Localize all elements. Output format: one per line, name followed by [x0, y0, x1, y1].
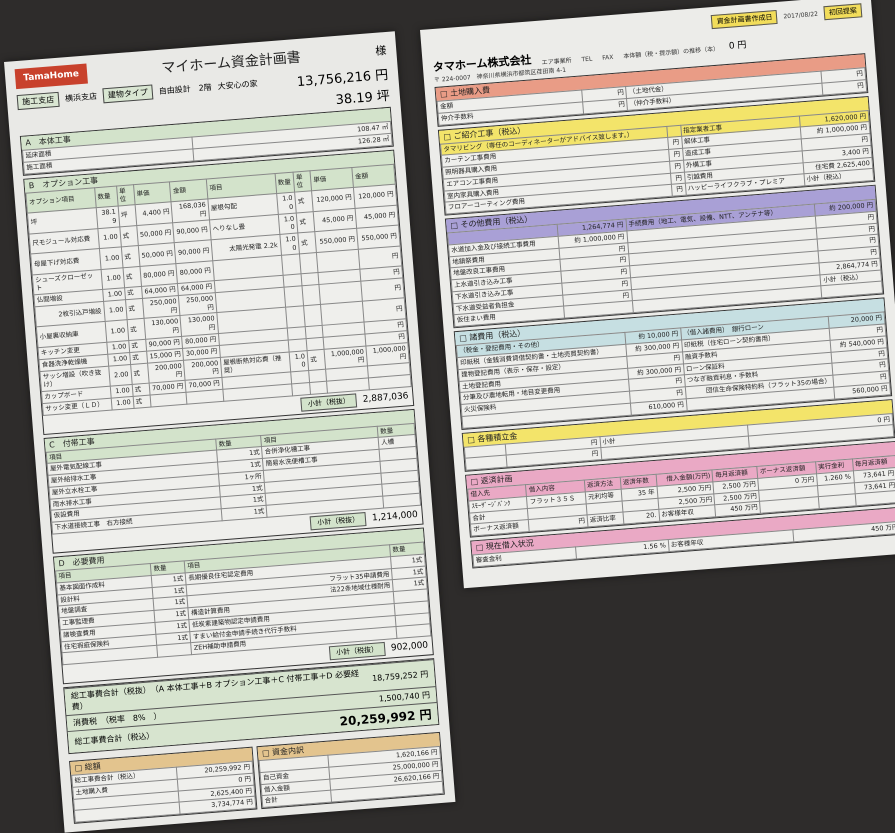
subtotal-value: 1,214,000 [371, 509, 419, 524]
table-cell: 168,036 円 [171, 198, 210, 223]
table-cell: 1.00 [97, 226, 122, 249]
table-cell [854, 490, 895, 506]
section: B オプション工事 オプション項目 数量 単位 単価 金額 項目 数量 単位 単価 金額坪 38.19… [23, 149, 415, 435]
funding-detail-sheet: 資金計画書作成日 2017/08/22 初回提案 タマホーム株式会社 エア事業所… [420, 0, 895, 589]
table-cell: 250,000 円 [178, 292, 217, 316]
table-cell: 式 [122, 266, 142, 288]
funding-breakdown-section: □ 資金内訳 1,620,166 円自己資金 25,000,000 円借入金額 26,… [256, 731, 445, 810]
table-cell: 式 [294, 190, 314, 213]
table-cell: 1.00 [100, 267, 125, 290]
total-amount-section: □ 総額 総工事費合計（税込） 20,259,992 円土地購入費 0 円 2,625,… [69, 746, 258, 825]
table-cell: 1.00 [276, 192, 297, 215]
table-cell: 130,000 円 [180, 313, 219, 337]
table-cell: 式 [296, 211, 315, 234]
tsubo-value: 38.19 坪 [335, 88, 391, 109]
fax-label: FAX [602, 53, 614, 62]
table-cell: 数量 [274, 171, 295, 194]
table-cell [818, 494, 856, 509]
table-cell: 円 [821, 79, 867, 95]
table-cell: 返済比率 [586, 512, 624, 528]
table-cell [281, 253, 302, 276]
table-cell: 1.00 [103, 299, 127, 322]
table-cell: 1.00 [277, 212, 298, 235]
table-cell [309, 381, 328, 395]
table-cell: 50,000 円 [138, 242, 177, 267]
table-cell: 1.00 [288, 350, 309, 373]
table-cell: 単位 [292, 170, 312, 193]
table-cell: 200,000 円 [183, 356, 222, 381]
table-cell: 円 [582, 98, 628, 114]
date-value: 2017/08/22 [783, 10, 819, 20]
subtotal-value: 902,000 [390, 640, 429, 654]
table-cell: 数量 [94, 185, 118, 208]
total-value: 18,759,252 円 [371, 669, 429, 683]
table-cell: 1.00 [104, 320, 129, 343]
table-cell: 90,000 円 [174, 239, 213, 264]
table-cell: 80,000 円 [176, 260, 215, 284]
table-cell: 90,000 円 [172, 219, 211, 243]
table-cell [283, 285, 304, 308]
table-cell: 式 [126, 318, 146, 341]
table-cell: 80,000 円 [139, 263, 178, 287]
subtotal-label: 小計（税抜） [300, 392, 358, 412]
table-cell: 38.19 [95, 206, 120, 229]
table-cell: 式 [125, 298, 144, 321]
type-label: 建物タイプ [102, 84, 154, 104]
table-cell [299, 252, 319, 275]
branch-label: 施工支店 [16, 91, 60, 111]
tamahome-logo: TamaHome [14, 63, 88, 90]
table-cell: 式 [119, 225, 139, 248]
table-cell: 単位 [116, 184, 135, 207]
table-cell: 1.00 [279, 233, 300, 256]
funding-plan-sheet: TamaHome マイホーム資金計画書 様 施工支店 横浜支店 建物タイプ 自由… [4, 31, 456, 833]
table-cell: 450 万円 [715, 501, 761, 517]
table-cell: 式 [306, 348, 326, 371]
subtotal-value: 2,887,036 [362, 390, 409, 405]
table-cell: 50,000 円 [136, 222, 175, 246]
table-cell [301, 284, 321, 307]
plan-name: 大安心の家 [217, 79, 258, 92]
subtotal-label: 小計（税抜） [309, 511, 367, 531]
tel-label: TEL [581, 55, 593, 64]
table-cell: 単価 [133, 181, 172, 205]
type-value: 自由設計 2階 [158, 82, 213, 96]
section: D 必要費用 項目 数量 項目 数量 基本図面作成料 1式 長期優良住宅認定費用 1式 設計料 1式… [52, 527, 434, 685]
table-cell: 20. [622, 509, 660, 525]
table-cell: 式 [121, 245, 140, 268]
total-value: 20,259,992 円 [339, 707, 433, 729]
table-cell: 円 [671, 183, 686, 197]
table-cell: 金額 [169, 178, 208, 202]
subtotal-label: 小計（税抜） [328, 642, 386, 661]
table-cell: 130,000 円 [143, 315, 182, 340]
table-cell: 4,400 円 [134, 201, 173, 226]
date-label: 資金計画書作成日 [711, 9, 779, 30]
table-cell: 式 [297, 231, 317, 254]
table-cell: 250,000 円 [142, 295, 181, 319]
table-cell: 坪 [117, 204, 137, 227]
table-cell: 200,000 円 [147, 359, 186, 384]
table-cell [291, 382, 311, 396]
table-cell: 2.00 [108, 364, 132, 387]
branch-value: 横浜支店 [64, 91, 98, 104]
table-cell [465, 455, 508, 471]
table-cell: 式 [132, 394, 151, 409]
price-value: 0 円 [728, 40, 747, 52]
table-cell [285, 306, 306, 329]
table-cell: 1.00 [99, 247, 123, 270]
table-cell: 式 [130, 362, 149, 385]
proposal-badge: 初回提案 [823, 3, 863, 21]
customer-honorific: 様 [374, 43, 387, 58]
table-cell [303, 304, 323, 327]
